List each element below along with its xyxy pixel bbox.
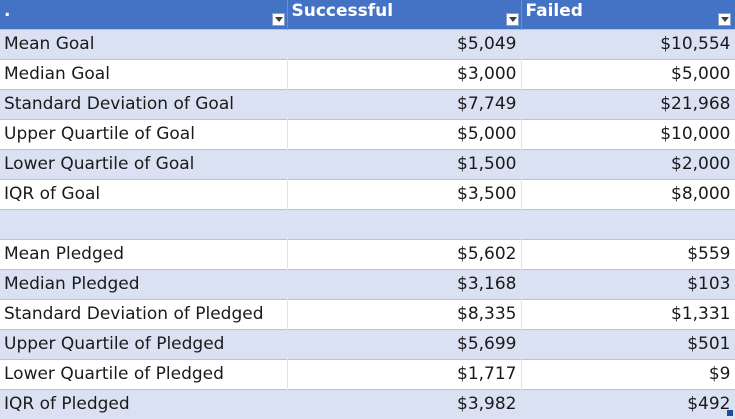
table-row: IQR of Goal $3,500 $8,000 [0,178,735,209]
table-row: IQR of Pledged $3,982 $492 [0,388,735,419]
cell-label[interactable]: IQR of Pledged [0,388,288,419]
header-failed-text: Failed [525,1,583,22]
header-successful-text: Successful [291,1,394,22]
cell-successful[interactable]: $5,049 [287,28,522,59]
table-row: Median Goal $3,000 $5,000 [0,58,735,89]
filter-dropdown-icon[interactable] [271,12,285,26]
cell-label[interactable]: Mean Pledged [0,238,288,269]
cell-label[interactable]: Upper Quartile of Goal [0,118,288,149]
cell-successful[interactable] [287,208,522,239]
cell-failed[interactable] [521,208,735,239]
cell-failed[interactable]: $1,331 [521,298,735,329]
cell-failed[interactable]: $10,554 [521,28,735,59]
cell-label[interactable]: IQR of Goal [0,178,288,209]
cell-label[interactable] [0,208,288,239]
cell-label[interactable]: Median Pledged [0,268,288,299]
header-cell-label[interactable]: . [0,0,288,29]
cell-successful[interactable]: $5,699 [287,328,522,359]
cell-successful[interactable]: $8,335 [287,298,522,329]
table-row: Mean Pledged $5,602 $559 [0,238,735,269]
cell-failed[interactable]: $8,000 [521,178,735,209]
table-resize-handle[interactable] [727,410,733,416]
cell-failed[interactable]: $559 [521,238,735,269]
table-row: Upper Quartile of Goal $5,000 $10,000 [0,118,735,149]
cell-failed[interactable]: $103 [521,268,735,299]
table-row: Lower Quartile of Pledged $1,717 $9 [0,358,735,389]
cell-successful[interactable]: $3,500 [287,178,522,209]
table-row: Standard Deviation of Goal $7,749 $21,968 [0,88,735,119]
cell-failed[interactable]: $21,968 [521,88,735,119]
cell-successful[interactable]: $7,749 [287,88,522,119]
cell-successful[interactable]: $3,168 [287,268,522,299]
cell-successful[interactable]: $3,000 [287,58,522,89]
cell-successful[interactable]: $5,000 [287,118,522,149]
cell-label[interactable]: Mean Goal [0,28,288,59]
cell-failed[interactable]: $5,000 [521,58,735,89]
table-row: Median Pledged $3,168 $103 [0,268,735,299]
cell-label[interactable]: Upper Quartile of Pledged [0,328,288,359]
table-row [0,208,735,239]
cell-successful[interactable]: $5,602 [287,238,522,269]
cell-label[interactable]: Standard Deviation of Goal [0,88,288,119]
cell-successful[interactable]: $1,717 [287,358,522,389]
table-body: Mean Goal $5,049 $10,554 Median Goal $3,000 $… [0,28,735,419]
table-row: Standard Deviation of Pledged $8,335 $1,33… [0,298,735,329]
table-row: Mean Goal $5,049 $10,554 [0,28,735,59]
header-cell-successful[interactable]: Successful [271,0,522,29]
header-cell-failed[interactable]: Failed [505,0,735,29]
cell-label[interactable]: Lower Quartile of Pledged [0,358,288,389]
filter-dropdown-icon[interactable] [717,12,731,26]
table-row: Lower Quartile of Goal $1,500 $2,000 [0,148,735,179]
cell-failed[interactable]: $2,000 [521,148,735,179]
cell-failed[interactable]: $10,000 [521,118,735,149]
header-row: . Successful Failed [0,0,735,29]
filter-dropdown-icon[interactable] [505,12,519,26]
cell-failed[interactable]: $501 [521,328,735,359]
table-row: Upper Quartile of Pledged $5,699 $501 [0,328,735,359]
cell-failed[interactable]: $9 [521,358,735,389]
cell-label[interactable]: Standard Deviation of Pledged [0,298,288,329]
cell-successful[interactable]: $3,982 [287,388,522,419]
header-label-text: . [4,1,11,22]
cell-failed[interactable]: $492 [521,388,735,419]
cell-label[interactable]: Median Goal [0,58,288,89]
cell-label[interactable]: Lower Quartile of Goal [0,148,288,179]
cell-successful[interactable]: $1,500 [287,148,522,179]
